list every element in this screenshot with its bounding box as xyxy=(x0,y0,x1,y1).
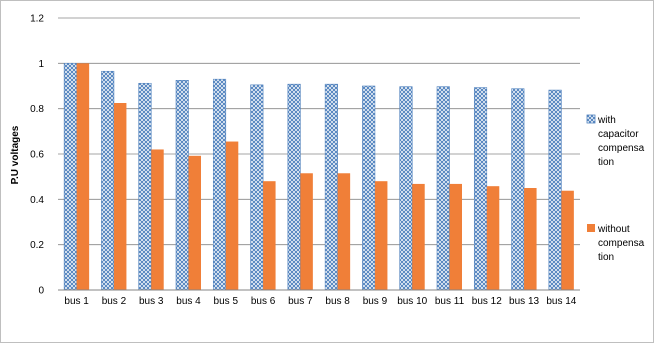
y-tick-label: 0 xyxy=(38,286,44,297)
bar-without-compensation xyxy=(151,149,164,290)
bar-without-compensation xyxy=(449,183,462,290)
x-tick-label: bus 11 xyxy=(435,296,465,307)
bar-without-compensation xyxy=(300,173,313,290)
bar-without-compensation xyxy=(76,63,90,291)
bar-without-compensation xyxy=(225,141,239,290)
bar-with-compensation xyxy=(324,83,338,291)
bars xyxy=(63,63,574,291)
x-tick-label: bus 4 xyxy=(176,296,201,307)
bar-with-compensation xyxy=(175,80,189,291)
bar-without-compensation xyxy=(113,103,127,290)
y-tick-label: 0.2 xyxy=(30,240,44,251)
legend-label-with-compensation-line-2: capacitor xyxy=(598,129,639,140)
bar-with-compensation xyxy=(63,63,77,291)
bar-with-compensation xyxy=(436,86,450,291)
y-axis-title: P.U voltages xyxy=(10,125,21,184)
bar-without-compensation xyxy=(412,183,425,290)
bar-with-compensation xyxy=(362,85,376,291)
y-tick-label: 0.6 xyxy=(30,150,44,161)
x-tick-label: bus 12 xyxy=(472,296,502,307)
legend-label-without-compensation-line-1: without xyxy=(597,224,630,235)
bar-without-compensation xyxy=(561,190,574,290)
x-tick-label: bus 8 xyxy=(325,296,350,307)
x-tick-label: bus 10 xyxy=(397,296,427,307)
x-tick-label: bus 9 xyxy=(363,296,388,307)
bar-without-compensation xyxy=(337,173,351,290)
bar-with-compensation xyxy=(287,83,301,291)
legend-label-with-compensation-line-1: with xyxy=(597,115,616,126)
x-tick-label: bus 14 xyxy=(546,296,576,307)
x-tick-label: bus 2 xyxy=(102,296,127,307)
x-tick-label: bus 6 xyxy=(251,296,276,307)
x-tick-labels: bus 1 bus 2 bus 3 bus 4 bus 5 bus 6 bus 7 bus 8… xyxy=(64,296,576,307)
x-tick-label: bus 3 xyxy=(139,296,164,307)
y-tick-labels: 0 0.2 0.4 0.6 0.8 1 1.2 xyxy=(30,14,44,297)
bar-with-compensation xyxy=(101,70,115,291)
legend-label-with-compensation-line-3: compensa xyxy=(598,143,645,154)
legend-item-with-compensation: with capacitor compensa tion xyxy=(586,114,645,168)
legend-item-without-compensation: without compensa tion xyxy=(587,224,645,263)
bar-with-compensation xyxy=(548,89,562,291)
legend-label-without-compensation-line-3: tion xyxy=(598,252,614,263)
bar-without-compensation xyxy=(374,181,388,290)
bar-without-compensation xyxy=(188,155,201,290)
y-tick-label: 1.2 xyxy=(30,14,44,25)
x-tick-label: bus 13 xyxy=(509,296,539,307)
bar-without-compensation xyxy=(524,188,537,290)
y-tick-label: 1 xyxy=(38,59,44,70)
legend-label-with-compensation-line-4: tion xyxy=(598,157,614,168)
legend-swatch-with-compensation xyxy=(586,114,596,124)
x-tick-label: bus 5 xyxy=(214,296,239,307)
bar-without-compensation xyxy=(263,181,276,290)
y-tick-label: 0.8 xyxy=(30,104,44,115)
x-tick-label: bus 7 xyxy=(288,296,313,307)
bar-with-compensation xyxy=(511,88,525,291)
gridlines xyxy=(58,17,580,246)
bar-without-compensation xyxy=(486,186,500,290)
bar-with-compensation xyxy=(473,87,488,291)
legend-label-without-compensation-line-2: compensa xyxy=(598,238,645,249)
bar-with-compensation xyxy=(399,86,413,291)
x-tick-label: bus 1 xyxy=(64,296,89,307)
bar-with-compensation xyxy=(212,78,227,291)
bar-with-compensation xyxy=(250,84,264,291)
legend: with capacitor compensa tion without com… xyxy=(586,114,645,263)
y-tick-label: 0.4 xyxy=(30,195,44,206)
bar-with-compensation xyxy=(138,82,152,291)
legend-swatch-without-compensation xyxy=(587,224,595,232)
